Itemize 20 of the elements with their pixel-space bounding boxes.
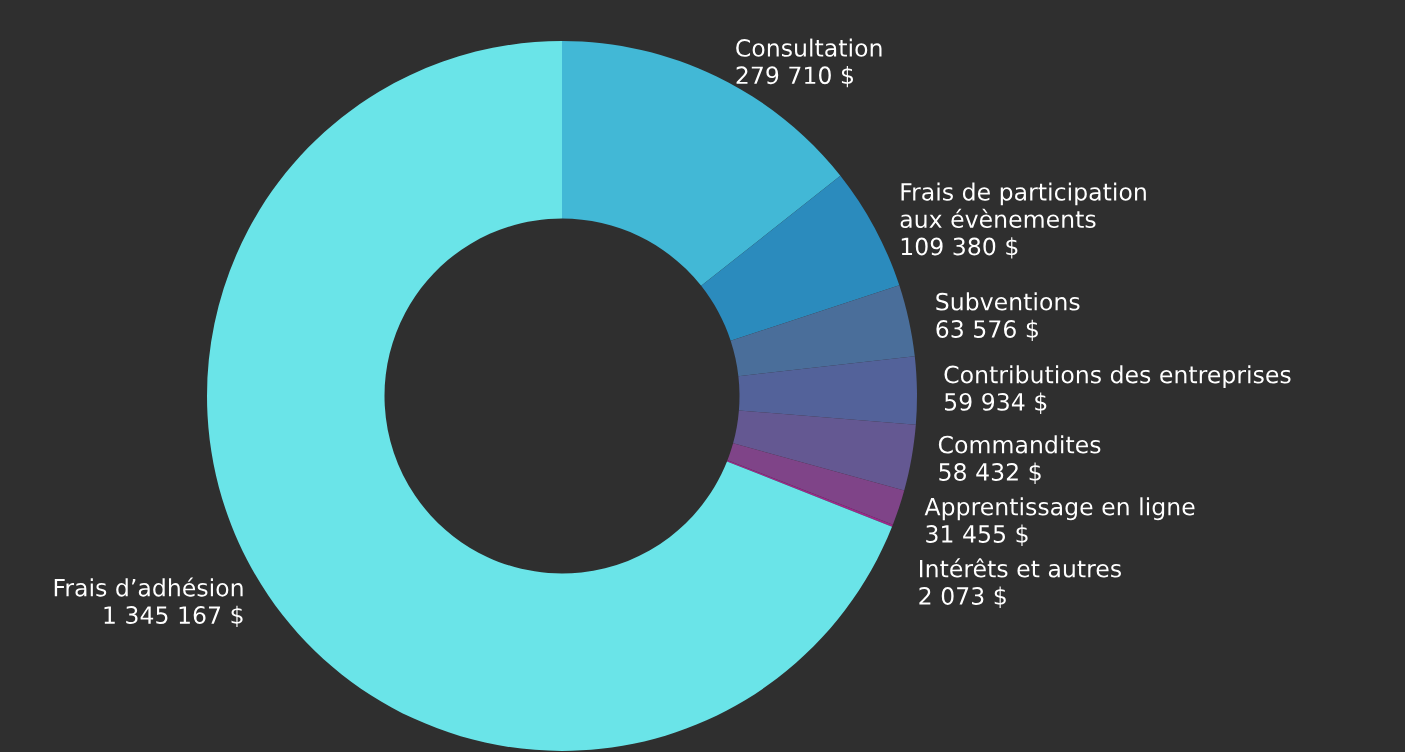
slice-label: Frais de participation aux évènements xyxy=(900,182,1146,229)
slice-label: Contributions des entreprises xyxy=(944,365,1291,389)
slice-label: Intérêts et autres xyxy=(919,558,1121,578)
data-label: 31 455 $ xyxy=(926,524,1028,547)
data-label: 279 710 $ xyxy=(736,65,854,88)
data-label: 63 576 $ xyxy=(936,319,1038,342)
data-label: 59 934 $ xyxy=(944,392,1047,414)
donut-slice xyxy=(733,410,916,491)
donut-slice xyxy=(727,460,893,527)
data-label: 1 345 167 $ xyxy=(104,605,243,628)
slice-label: Subventions xyxy=(936,292,1080,311)
data-label: 58 432 $ xyxy=(939,462,1041,485)
data-label: 2 073 $ xyxy=(919,586,1006,609)
slice-label: Apprentissage en ligne xyxy=(924,497,1195,521)
donut-slice xyxy=(727,443,905,525)
donut-slice xyxy=(701,175,900,341)
slice-label: Consultation xyxy=(736,38,882,57)
slice-label: Frais d’adhésion xyxy=(54,577,243,597)
data-label: 109 380 $ xyxy=(901,237,1018,259)
slice-label: Commandites xyxy=(938,435,1101,454)
